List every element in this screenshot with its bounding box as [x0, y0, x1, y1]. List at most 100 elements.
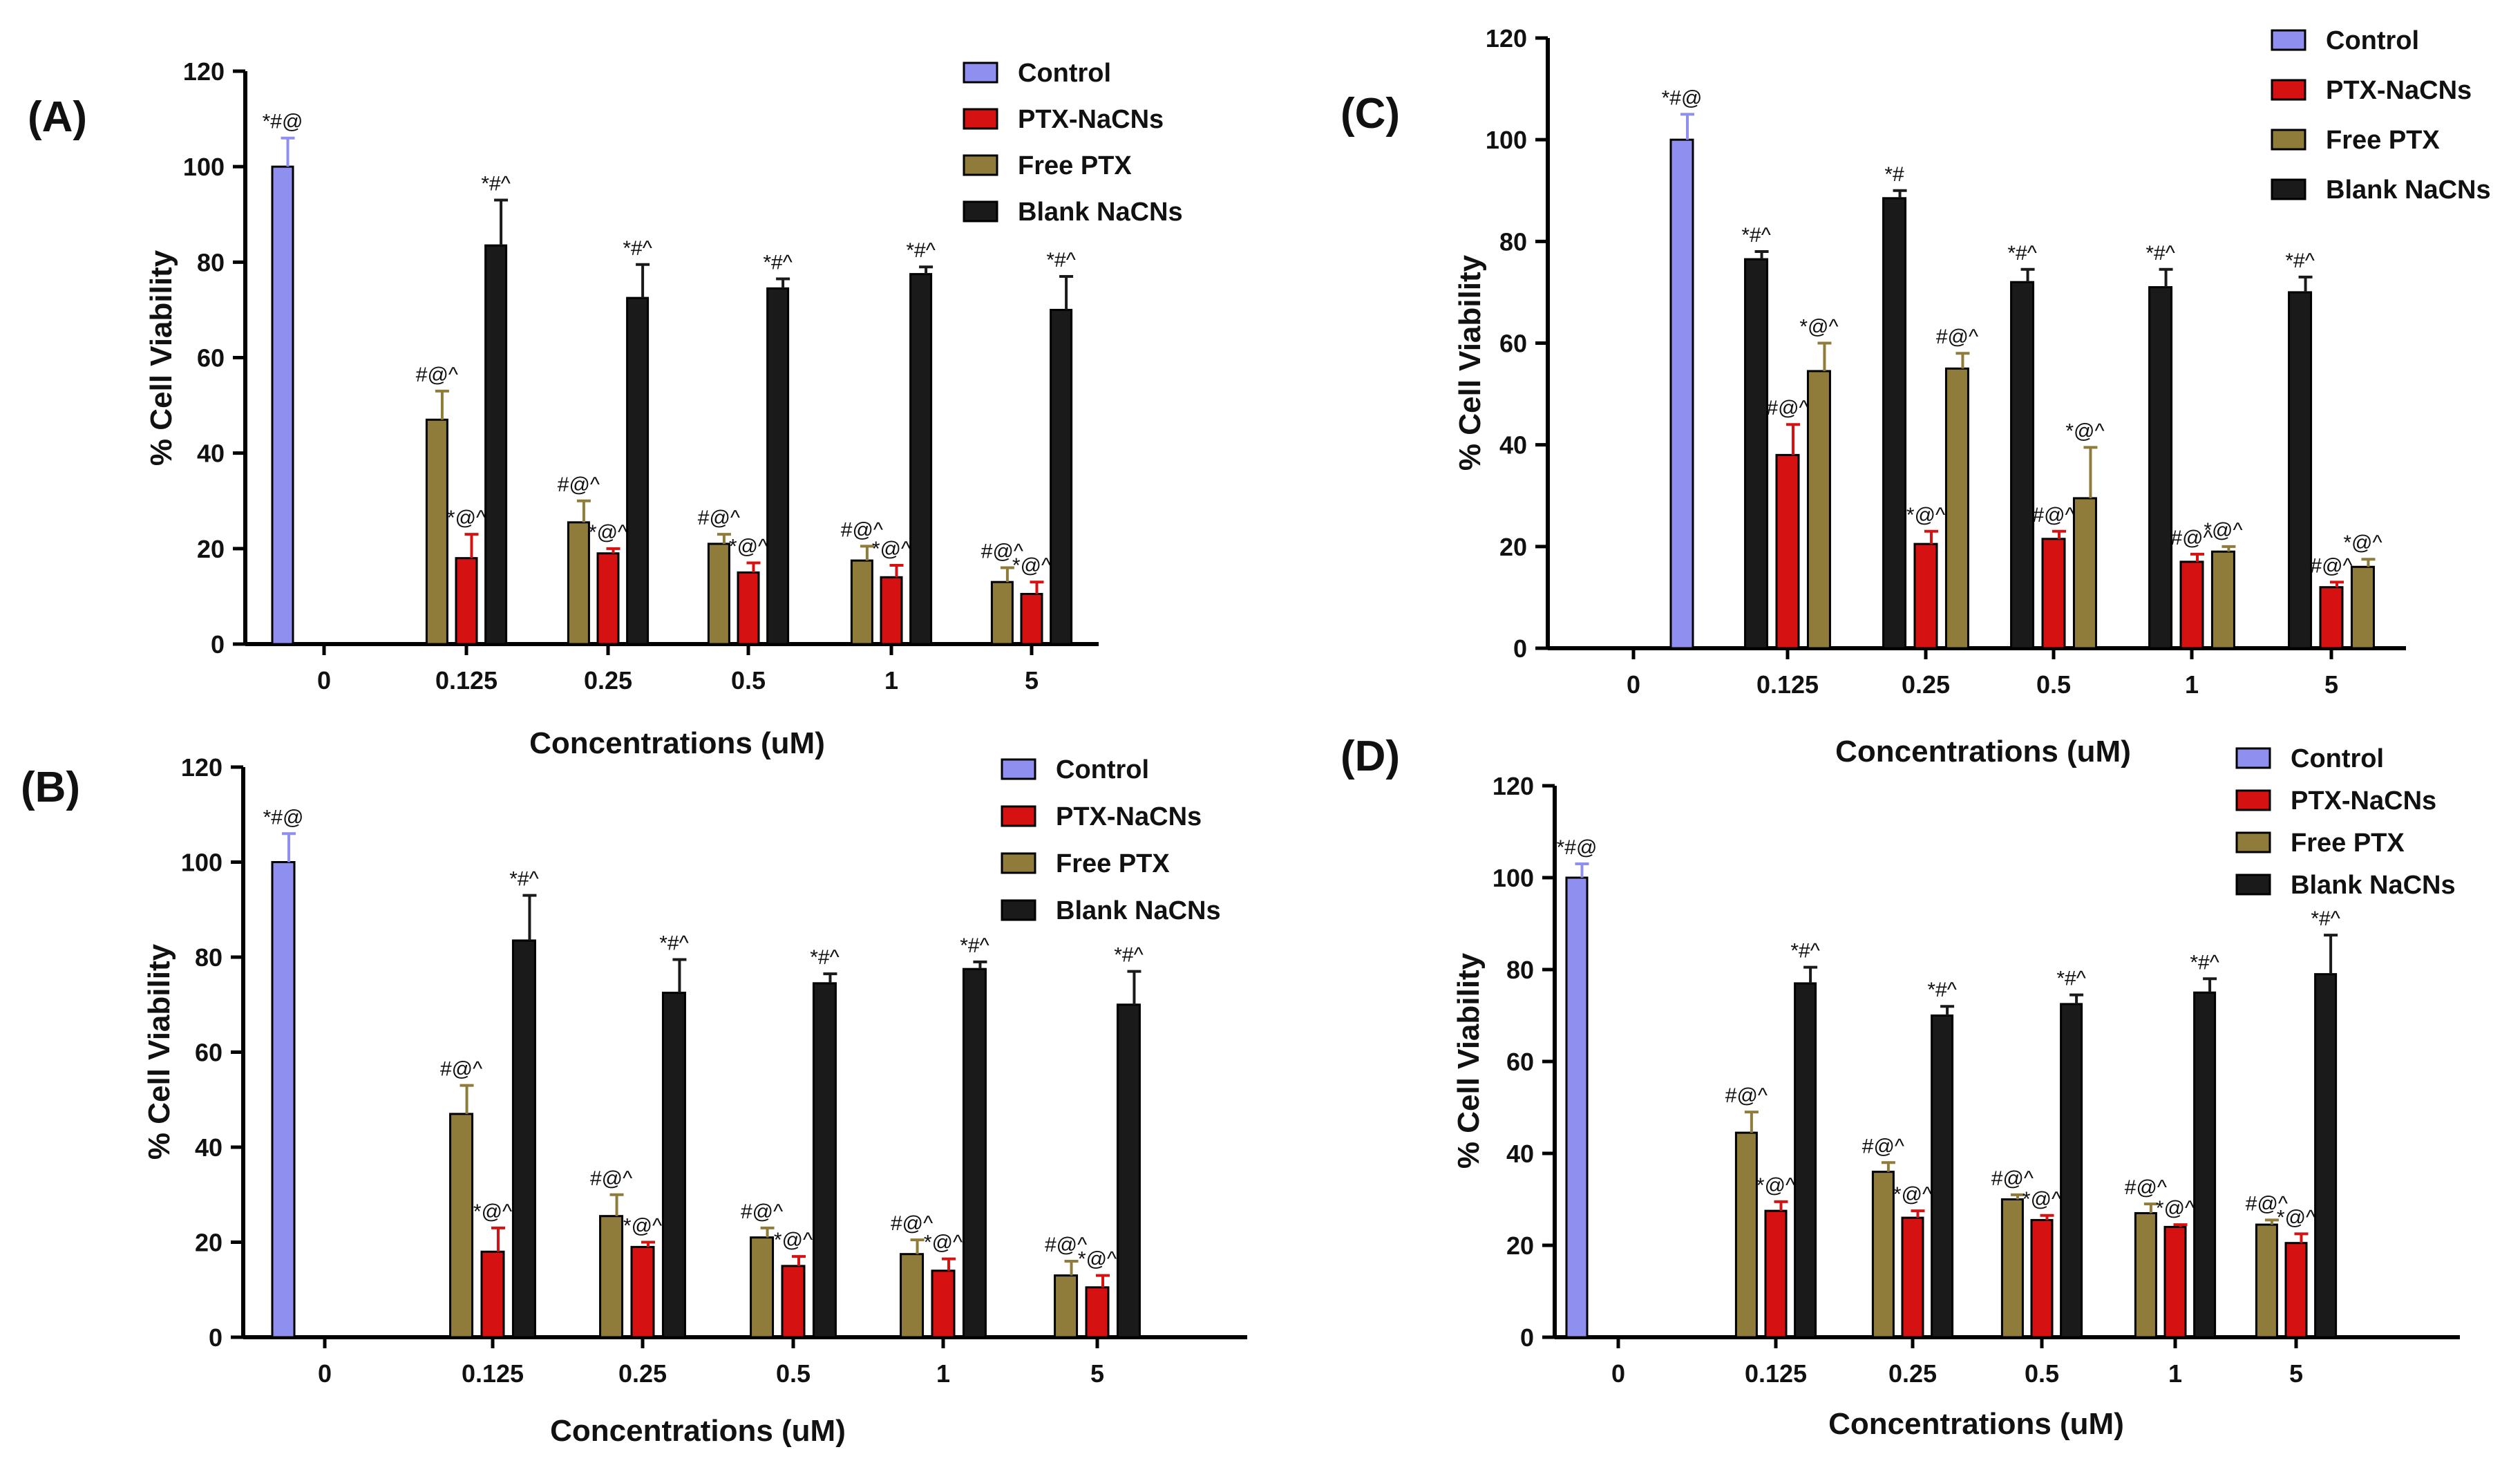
y-tick-label: 100 [181, 849, 222, 877]
significance-label: #@^ [2246, 1192, 2288, 1215]
bar-free-ptx [599, 1215, 624, 1339]
x-tick-label: 0 [1611, 1359, 1625, 1388]
bar-free-ptx [2072, 497, 2097, 650]
bar-ptx-nacns [480, 1250, 505, 1339]
x-tick-label: 1 [884, 666, 898, 695]
significance-label: *@^ [1906, 504, 1945, 527]
legend-label: Blank NaCNs [2326, 176, 2491, 205]
bar-free-ptx [1054, 1274, 1079, 1339]
x-axis-title: Concentrations (uM) [1835, 735, 2131, 768]
bar-ptx-nacns [781, 1265, 806, 1339]
y-tick-label: 0 [211, 630, 225, 659]
significance-label: *#^ [1741, 224, 1770, 247]
panel-c: (C) 0 20 40 60 80 100 120 0 0.125 0.25 0.5 1 5 Concent… [1340, 24, 2491, 768]
y-tick-label: 60 [1506, 1048, 1534, 1076]
significance-label: *#^ [2145, 242, 2175, 265]
legend-label: Control [2326, 26, 2419, 55]
bar-free-ptx [990, 581, 1014, 645]
legend-label: Free PTX [1056, 849, 1170, 878]
significance-label: *#^ [509, 868, 538, 891]
significance-label: *#^ [481, 173, 510, 196]
significance-label: #@^ [2170, 527, 2213, 549]
bar-free-ptx [707, 542, 730, 645]
y-tick-label: 80 [195, 943, 222, 972]
y-tick-label: 40 [1499, 431, 1527, 460]
legend-label: Free PTX [2291, 829, 2405, 858]
bar-free-ptx [2255, 1223, 2278, 1339]
significance-label: #@^ [841, 518, 883, 541]
panel-d: (D) 0 20 40 60 80 100 120 0 0.125 0.25 0.5 1 5 Concent… [1340, 733, 2460, 1441]
significance-label: #@^ [1936, 325, 1978, 348]
panel-label: (B) [21, 764, 80, 811]
legend-label: PTX-NaCNs [1056, 802, 1202, 831]
significance-label: *@^ [1799, 316, 1838, 339]
bar-blank-nacns [1931, 1014, 1954, 1339]
significance-label: *#^ [2056, 968, 2085, 990]
legend-label: Blank NaCNs [1018, 198, 1183, 227]
significance-label: #@^ [1725, 1084, 1768, 1107]
significance-label: *# [1884, 163, 1904, 186]
y-tick-label: 80 [197, 248, 225, 276]
bar-free-ptx [449, 1113, 474, 1339]
legend-swatch [2235, 831, 2271, 853]
legend-label: PTX-NaCNs [2326, 76, 2472, 105]
significance-label: *#^ [2311, 907, 2340, 930]
legend-swatch [1001, 805, 1036, 827]
x-tick-label: 0.5 [2025, 1359, 2059, 1388]
legend-label: Blank NaCNs [1056, 896, 1221, 925]
y-tick-label: 20 [1499, 533, 1527, 561]
bar-ptx-nacns [596, 552, 620, 645]
bar-blank-nacns [962, 968, 987, 1339]
significance-label: #@^ [741, 1200, 783, 1223]
x-tick-label: 0.5 [731, 666, 766, 695]
significance-label: *#^ [1114, 944, 1143, 967]
bar-free-ptx [2350, 565, 2375, 650]
legend-swatch [963, 154, 998, 176]
significance-label: *#^ [810, 946, 839, 969]
significance-label: #@^ [1766, 397, 1808, 419]
y-tick-label: 80 [1506, 956, 1534, 984]
significance-label: *@^ [2065, 419, 2104, 442]
legend-swatch [1001, 852, 1036, 874]
bar-ptx-nacns [2163, 1225, 2187, 1339]
legend-label: Control [1018, 59, 1111, 88]
y-axis-title: % Cell Viability [1453, 254, 1487, 471]
y-tick-label: 0 [1520, 1323, 1534, 1352]
bar-free-ptx [425, 418, 448, 645]
significance-label: *#@ [1557, 836, 1598, 859]
bar-blank-nacns [1116, 1003, 1141, 1339]
panel-label: (C) [1340, 90, 1400, 138]
bar-free-ptx [1806, 370, 1831, 650]
significance-label: #@^ [2032, 504, 2074, 527]
bar-ptx-nacns [931, 1269, 956, 1339]
significance-label: *#^ [763, 252, 792, 274]
significance-label: *#@ [1662, 86, 1703, 109]
panel-b: (B) 0 20 40 60 80 100 120 0 0.125 0.25 0.5 1 5 Concent… [21, 753, 1247, 1448]
bar-blank-nacns [2193, 991, 2217, 1339]
bar-blank-nacns [2060, 1003, 2083, 1339]
bar-blank-nacns [1744, 258, 1769, 650]
significance-label: *@^ [2204, 519, 2242, 542]
panel-label: (D) [1340, 733, 1400, 780]
legend-label: Control [1056, 755, 1149, 784]
legend-swatch [2271, 79, 2306, 101]
significance-label: *#^ [1927, 979, 1956, 1001]
y-tick-label: 40 [195, 1133, 222, 1162]
y-tick-label: 40 [1506, 1140, 1534, 1168]
y-tick-label: 60 [1499, 330, 1527, 358]
significance-label: *#@ [263, 111, 303, 133]
bar-ptx-nacns [1775, 453, 1800, 650]
significance-label: #@^ [1045, 1234, 1087, 1256]
bar-ptx-nacns [1901, 1216, 1924, 1339]
x-tick-label: 5 [2324, 670, 2338, 699]
significance-label: *@^ [872, 538, 911, 560]
significance-label: #@^ [1991, 1167, 2034, 1190]
y-tick-label: 0 [1513, 634, 1527, 663]
x-tick-label: 0.25 [1902, 670, 1950, 699]
significance-label: #@^ [558, 473, 600, 496]
bar-ptx-nacns [2041, 538, 2066, 650]
legend-swatch [2235, 789, 2271, 811]
bar-ptx-nacns [2319, 586, 2344, 650]
bar-blank-nacns [1882, 197, 1907, 650]
significance-label: *@^ [1893, 1183, 1932, 1206]
